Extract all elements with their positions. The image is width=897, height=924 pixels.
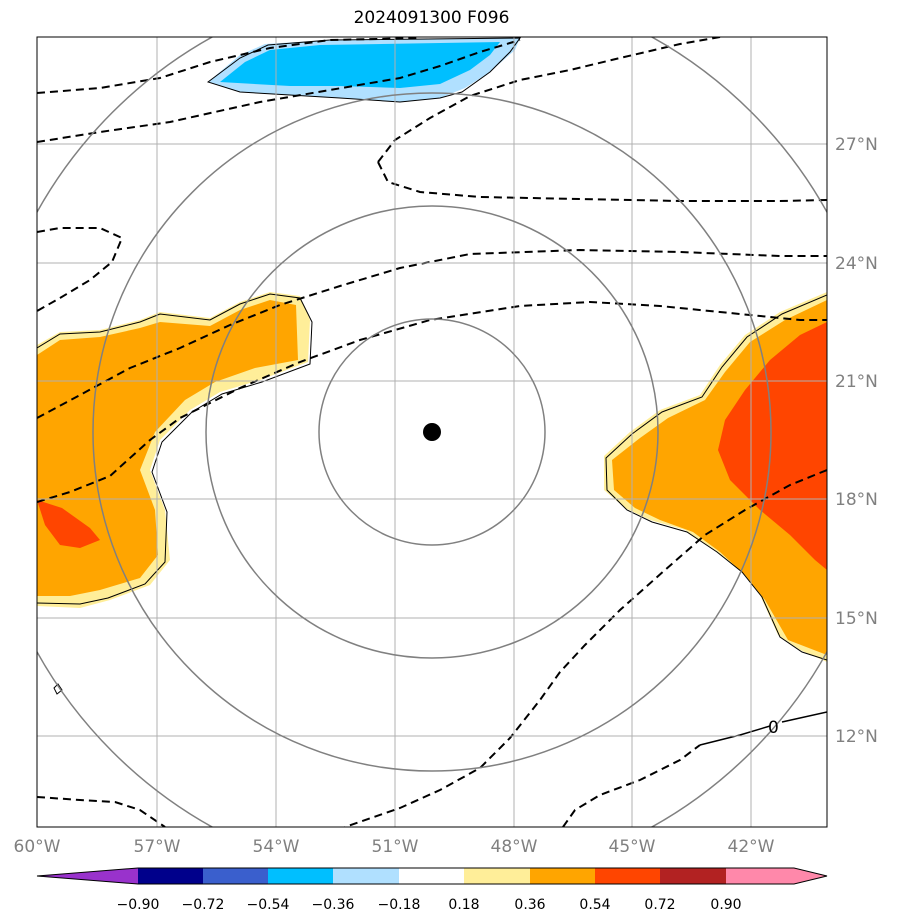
positive-anomaly-left-strong — [37, 500, 100, 548]
lat-label-18n: 18°N — [835, 490, 878, 510]
colorbar-tick: 0.90 — [710, 897, 741, 913]
zero-contour-bottom-right-2 — [781, 711, 827, 723]
colorbar-extend-high — [726, 868, 827, 884]
zero-contour-left — [37, 293, 313, 605]
colorbar-tick: 0.18 — [448, 897, 479, 913]
lon-label-57w: 57°W — [134, 837, 181, 857]
colorbar-segment — [399, 868, 464, 884]
map-title: 2024091300 F096 — [353, 8, 510, 28]
colorbar-segment — [203, 868, 268, 884]
colorbar-segment — [530, 868, 595, 884]
lon-label-60w: 60°W — [14, 837, 61, 857]
colorbar-segment — [138, 868, 203, 884]
colorbar-tick: 0.36 — [514, 897, 545, 913]
colorbar-extend-low — [37, 868, 138, 884]
colorbar-tick: −0.36 — [312, 897, 355, 913]
colorbar-tick: 0.72 — [644, 897, 675, 913]
range-ring-9 — [92, 92, 772, 772]
colorbar-segment — [660, 868, 726, 884]
dashed-contour-7 — [37, 300, 827, 503]
dashed-contours — [37, 37, 827, 827]
storm-center-marker — [423, 423, 441, 441]
lon-label-51w: 51°W — [372, 837, 419, 857]
colorbar-segment — [595, 868, 660, 884]
positive-anomaly-left-medium — [37, 300, 298, 596]
colorbar-tick: −0.72 — [182, 897, 225, 913]
plot-frame — [36, 36, 828, 828]
zero-contour-right — [605, 294, 827, 661]
dashed-contour-5 — [37, 227, 124, 312]
lon-label-42w: 42°W — [728, 837, 775, 857]
colorbar-segment — [464, 868, 530, 884]
colorbar-tick: 0.54 — [579, 897, 610, 913]
lat-label-24n: 24°N — [835, 254, 878, 274]
dashed-contour-6 — [37, 248, 827, 419]
dashed-contour-8 — [344, 469, 827, 827]
lat-label-21n: 21°N — [835, 372, 878, 392]
dashed-contour-1 — [37, 37, 421, 94]
zero-contour-bottom-right — [699, 725, 771, 746]
colorbar-segment — [268, 868, 333, 884]
lon-label-48w: 48°W — [491, 837, 538, 857]
zero-contour-small — [53, 683, 63, 695]
colorbar-tick: −0.90 — [117, 897, 160, 913]
lon-label-54w: 54°W — [253, 837, 300, 857]
dashed-contour-9 — [37, 796, 166, 827]
lon-label-45w: 45°W — [609, 837, 656, 857]
range-rings — [37, 37, 827, 827]
colorbar-tick: −0.54 — [247, 897, 290, 913]
lat-label-15n: 15°N — [835, 609, 878, 629]
range-ring-3 — [318, 318, 546, 546]
contour-label-zero: 0 — [768, 718, 779, 738]
colorbar: −0.90 −0.72 −0.54 −0.36 −0.18 0.18 0.36 … — [36, 867, 828, 913]
colorbar-outline — [36, 867, 828, 885]
positive-anomaly-right-strong — [718, 322, 827, 570]
graticule — [37, 37, 827, 827]
colorbar-tick: −0.18 — [378, 897, 421, 913]
negative-anomaly-medium — [220, 42, 500, 88]
lat-label-27n: 27°N — [835, 135, 878, 155]
dashed-contour-3 — [377, 37, 721, 163]
lat-label-12n: 12°N — [835, 727, 878, 747]
dashed-contour-10 — [562, 744, 701, 827]
dashed-contour-4 — [377, 161, 827, 202]
range-ring-6 — [205, 205, 659, 659]
colorbar-segment — [333, 868, 399, 884]
